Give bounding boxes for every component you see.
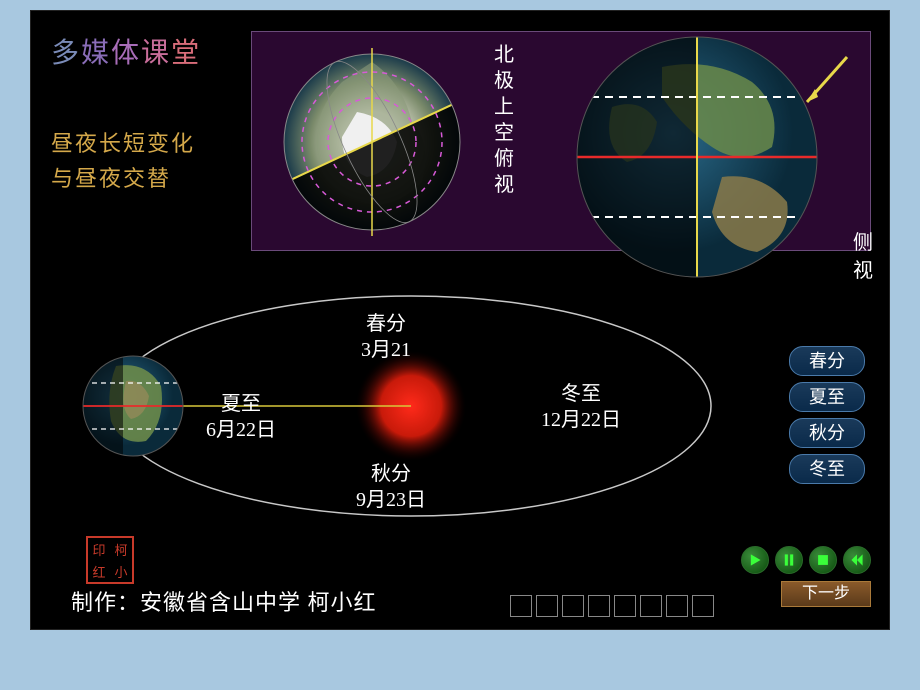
progress-box <box>588 595 610 617</box>
term-winter: 冬至 12月22日 <box>541 381 621 433</box>
title-char: 堂 <box>171 38 201 69</box>
btn-winter[interactable]: 冬至 <box>789 454 865 484</box>
term-autumn: 秋分 9月23日 <box>356 461 426 513</box>
next-button[interactable]: 下一步 <box>781 581 871 607</box>
progress-box <box>510 595 532 617</box>
pole-view-label: 北极上空俯视 <box>492 42 516 198</box>
term-date: 12月22日 <box>541 409 621 431</box>
solar-term-buttons: 春分 夏至 秋分 冬至 <box>789 346 869 490</box>
btn-autumn[interactable]: 秋分 <box>789 418 865 448</box>
progress-box <box>562 595 584 617</box>
seal-char: 小 <box>114 562 127 581</box>
subtitle: 昼夜长短变化 与昼夜交替 <box>51 126 195 196</box>
side-view-globe <box>542 27 852 287</box>
playback-controls <box>741 546 871 574</box>
play-button[interactable] <box>741 546 769 574</box>
term-name: 秋分 <box>371 463 411 485</box>
pause-button[interactable] <box>775 546 803 574</box>
progress-box <box>536 595 558 617</box>
term-date: 6月22日 <box>206 419 276 441</box>
term-name: 冬至 <box>561 383 601 405</box>
term-spring: 春分 3月21 <box>361 311 411 363</box>
author-seal: 印 柯 红 小 <box>86 536 134 584</box>
main-title: 多媒体课堂 <box>51 31 201 71</box>
term-name: 夏至 <box>221 393 261 415</box>
term-date: 3月21 <box>361 339 411 361</box>
title-char: 多 <box>51 38 81 69</box>
progress-box <box>614 595 636 617</box>
progress-box <box>640 595 662 617</box>
progress-boxes <box>510 595 714 617</box>
side-view-label: 侧视 <box>851 229 875 285</box>
term-summer: 夏至 6月22日 <box>206 391 276 443</box>
pole-view-globe <box>272 42 472 242</box>
rewind-button[interactable] <box>843 546 871 574</box>
btn-summer[interactable]: 夏至 <box>789 382 865 412</box>
progress-box <box>666 595 688 617</box>
title-char: 媒 <box>81 38 111 69</box>
term-date: 9月23日 <box>356 489 426 511</box>
title-char: 课 <box>141 38 171 69</box>
progress-box <box>692 595 714 617</box>
top-panel: 北极上空俯视 <box>251 31 871 251</box>
seal-char: 印 <box>92 540 105 559</box>
seal-char: 柯 <box>114 540 127 559</box>
credit-text: 制作：安徽省含山中学 柯小红 <box>71 585 377 617</box>
stop-button[interactable] <box>809 546 837 574</box>
btn-spring[interactable]: 春分 <box>789 346 865 376</box>
seal-char: 红 <box>92 562 105 581</box>
title-char: 体 <box>111 38 141 69</box>
term-name: 春分 <box>366 313 406 335</box>
stage: 多媒体课堂 昼夜长短变化 与昼夜交替 <box>30 10 890 630</box>
